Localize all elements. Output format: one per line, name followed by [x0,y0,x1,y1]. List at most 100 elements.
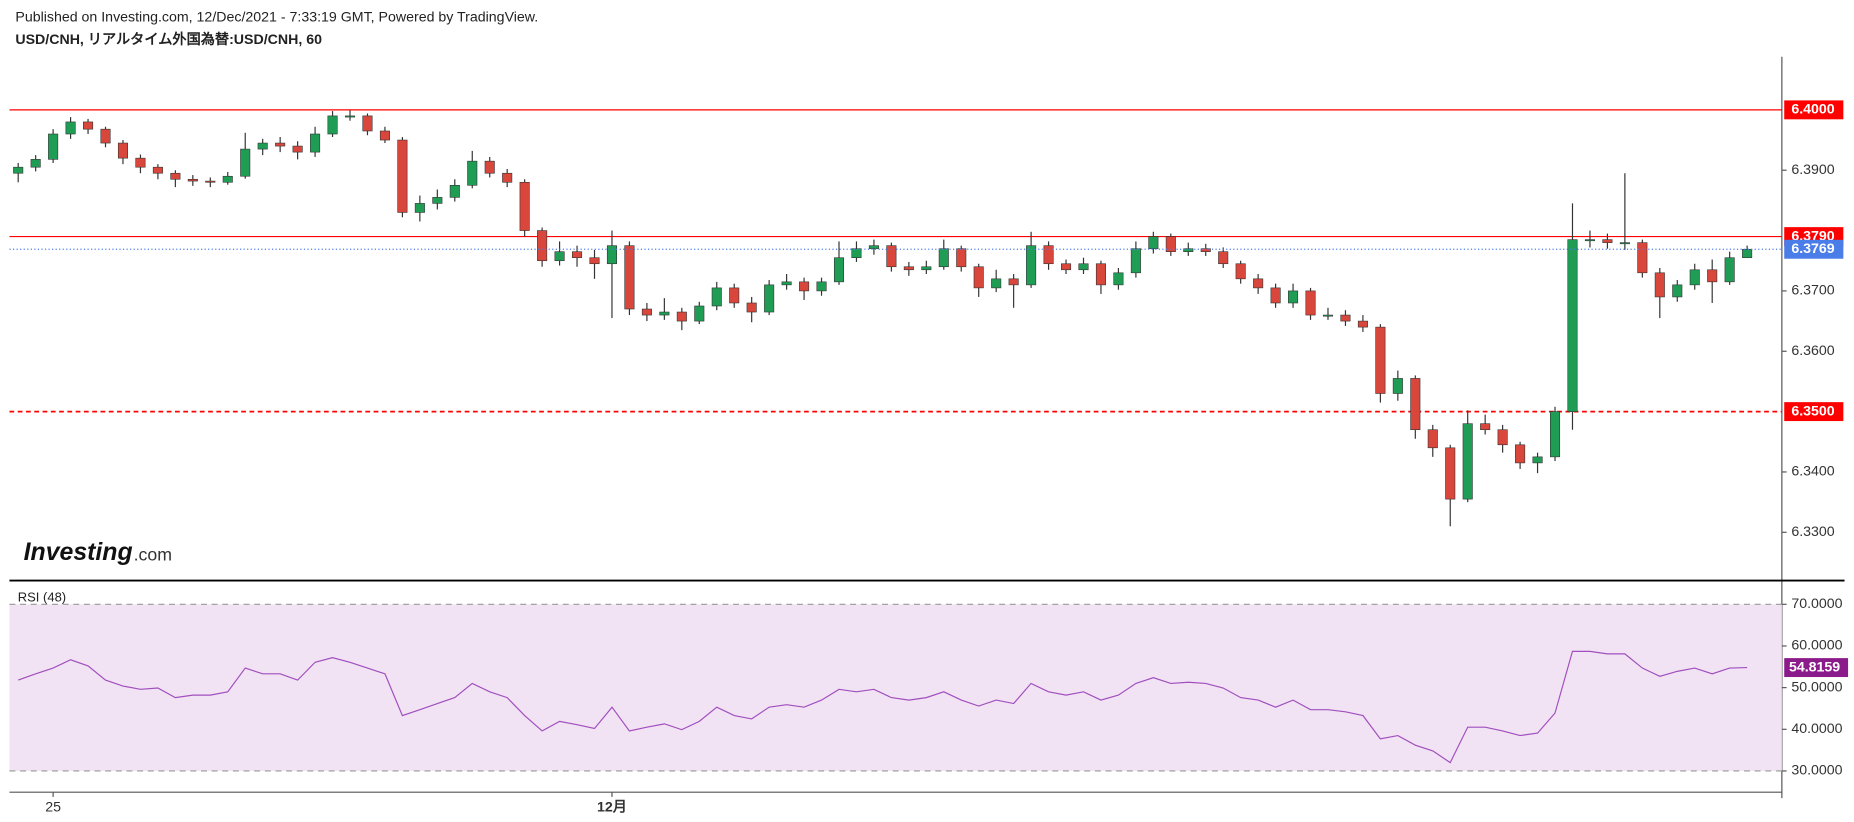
candle-body [781,281,792,286]
candle-body [222,175,233,183]
candle-body [694,305,705,322]
y-tick-label: 6.3600 [1791,343,1834,359]
candle-body [676,311,687,322]
candle-body [711,287,722,307]
candle-body [1672,284,1683,298]
candle-body [362,115,373,132]
candle-body [1183,248,1194,252]
candle-body [956,248,967,268]
level-label-box [1784,100,1844,120]
candle-body [816,281,827,292]
rsi-tick-label: 40.0000 [1791,721,1842,737]
logo-brand: Investing [24,539,133,566]
candle-body [1026,245,1037,286]
candle-body [991,278,1002,289]
candle-body [903,266,914,271]
candle-body [1340,314,1351,322]
logo-suffix: .com [134,544,172,564]
last-price-box [1784,239,1844,259]
candle-body [659,311,670,316]
candle-body [1375,326,1386,394]
candle-body [379,130,390,141]
rsi-line [18,650,1748,764]
candle-body [117,142,129,159]
candle-body [48,133,59,160]
candle-body [327,115,338,135]
candle-body [1707,269,1718,283]
candle-body [746,302,757,313]
candle-body [624,245,635,310]
x-tick-label: 25 [45,799,61,815]
y-tick-label: 6.3900 [1791,162,1834,178]
candle-body [83,121,94,130]
candle-body [1410,378,1421,431]
candle-body [1288,290,1299,304]
candle-body [414,203,425,213]
candle-body [572,251,583,259]
candle-body [257,142,268,150]
candle-body [1724,257,1735,283]
candle-body [1549,411,1561,458]
candle-body [187,178,198,182]
candle-body [1095,263,1106,286]
last-price-label: 6.3769 [1791,241,1834,257]
candle-body [1480,423,1491,431]
candle-body [938,248,949,268]
candle-body [1497,429,1508,446]
candle-body [467,160,478,186]
candle-body [275,142,286,147]
candle-body [1654,272,1665,298]
candle-body [799,281,810,292]
y-tick-label: 6.3300 [1791,524,1834,540]
candle-body [1165,236,1176,252]
candle-body [170,172,181,180]
candle-body [502,172,513,183]
candle-body [397,139,408,213]
rsi-last-label: 54.8159 [1789,659,1840,675]
rsi-title: RSI (48) [18,590,66,605]
candle-body [921,266,932,271]
candle-body [13,166,24,174]
candle-body [344,115,356,118]
candle-body [729,287,740,304]
candle-body [449,185,460,198]
candle-body [1602,239,1613,243]
candle-body [310,133,321,153]
candle-body [1218,251,1229,265]
candle-body [205,180,216,183]
candle-body [606,245,617,265]
candle-body [1427,429,1438,449]
candle-body [1584,239,1595,242]
candle-body [868,245,879,249]
y-tick-label: 6.3700 [1791,283,1834,299]
candle-body [1462,423,1473,500]
candle-body [240,148,251,177]
candle-body [519,181,530,231]
candle-body [1445,447,1456,500]
candle-body [764,284,775,313]
candle-body [65,121,76,135]
candle-body [1008,278,1019,286]
published-note: Published on Investing.com, 12/Dec/2021 … [15,9,538,25]
candle-body [30,159,41,168]
candle-body [1200,248,1211,252]
x-tick-label: 12月 [597,799,627,815]
symbol-title: USD/CNH, リアルタイム外国為替:USD/CNH, 60 [15,31,322,48]
candle-body [851,248,862,259]
candle-body [1357,320,1368,328]
rsi-tick-label: 50.0000 [1791,679,1842,695]
candle-body [152,166,163,174]
y-tick-label: 6.3400 [1791,464,1834,480]
candle-body [484,160,495,174]
rsi-tick-label: 30.0000 [1791,763,1842,779]
candle-body [641,308,652,316]
candle-body [1637,242,1648,274]
candle-body [1305,290,1316,316]
rsi-tick-label: 60.0000 [1791,638,1842,654]
candle-body [1270,287,1281,304]
level-label: 6.4000 [1791,102,1834,118]
candle-body [1061,263,1072,271]
candle-body [1322,314,1334,317]
candle-body [1130,248,1141,274]
candle-body [833,257,845,283]
